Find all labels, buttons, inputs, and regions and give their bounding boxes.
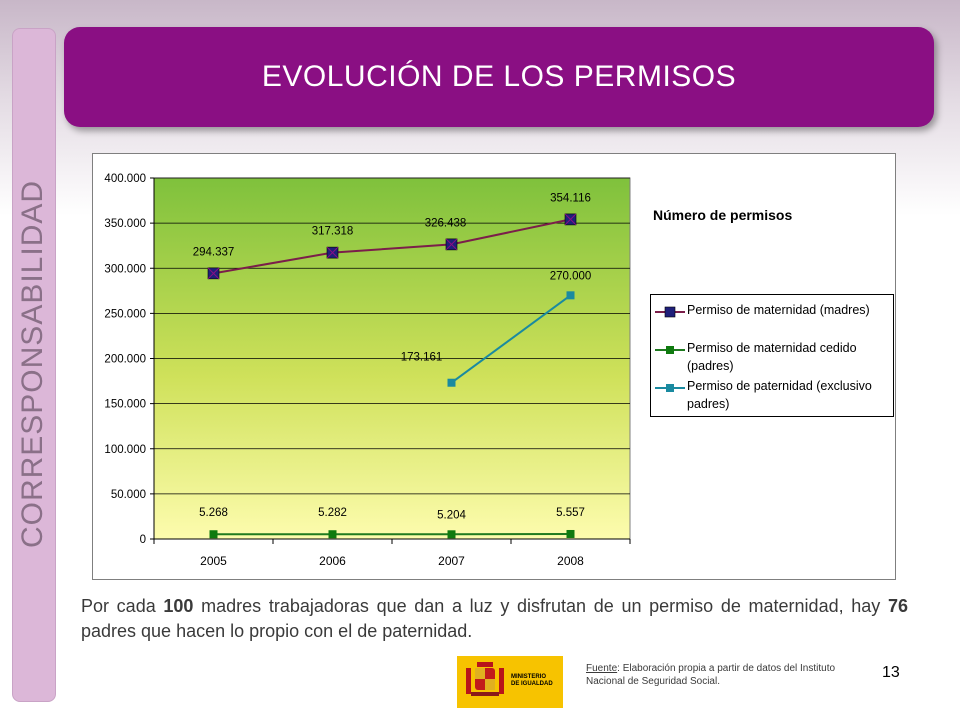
legend-item-paternidad: Permiso de paternidad (exclusivo padres) [651,377,893,417]
slide-title: EVOLUCIÓN DE LOS PERMISOS [261,60,737,93]
y-tick-label: 400.000 [104,173,146,185]
y-tick-label: 150.000 [104,399,146,411]
marker-cross [326,246,339,259]
data-label: 5.204 [437,509,466,521]
data-point [209,530,218,539]
data-point [328,530,337,539]
legend-label-paternidad: Permiso de paternidad (exclusivo padres) [687,379,872,411]
data-point [447,378,456,387]
caption-text: Por cada 100 madres trabajadoras que dan… [81,594,908,644]
data-label: 5.282 [318,507,347,519]
y-tick-label: 300.000 [104,263,146,275]
data-label: 326.438 [425,217,467,229]
chart-legend: Permiso de maternidad (madres) Permiso d… [650,294,894,417]
x-tick-label: 2005 [200,554,227,568]
x-tick-label: 2006 [319,554,346,568]
series-line-0 [213,218,571,275]
side-bar [12,28,56,702]
legend-item-cedido: Permiso de maternidad cedido (padres) [651,339,893,379]
data-label: 317.318 [312,226,354,238]
caption-part2: madres trabajadoras que dan a luz y disf… [193,596,888,616]
data-label: 294.337 [193,246,235,258]
data-point [447,530,456,539]
y-tick-label: 250.000 [104,308,146,320]
y-tick-label: 0 [140,534,146,546]
legend-swatch-cedido [655,346,685,354]
marker-cross [207,267,220,280]
y-tick-label: 50.000 [111,489,146,501]
caption-part1: Por cada [81,596,164,616]
logo-text: MINISTERIO DE IGUALDAD [511,674,553,688]
x-tick-label: 2007 [438,554,465,568]
data-label: 270.000 [550,270,592,282]
title-banner: EVOLUCIÓN DE LOS PERMISOS [64,27,934,127]
caption-number-fathers: 76 [887,596,908,616]
coat-of-arms-icon [466,662,504,696]
series-line-2 [450,294,572,384]
source-label: Fuente [586,663,618,674]
source-note: Fuente: Elaboración propia a partir de d… [586,662,866,688]
data-label: 173.161 [401,352,443,364]
data-label: 354.116 [550,192,591,204]
caption-part3: padres que hacen lo propio con el de pat… [81,621,473,641]
data-point [566,291,575,300]
x-tick-label: 2008 [557,554,584,568]
logo-line1: MINISTERIO [511,674,547,680]
legend-swatch-paternidad [655,384,685,392]
y-tick-label: 100.000 [104,444,146,456]
legend-swatch-maternidad [655,306,685,318]
chart-title: Número de permisos [653,207,793,223]
marker-cross [445,238,458,251]
caption-number-mothers: 100 [163,596,194,616]
y-tick-label: 200.000 [104,354,146,366]
ministry-logo: MINISTERIO DE IGUALDAD [457,656,563,708]
legend-label-maternidad: Permiso de maternidad (madres) [687,303,870,317]
data-label: 5.268 [199,507,228,519]
marker-cross [564,213,577,226]
legend-label-cedido: Permiso de maternidad cedido (padres) [687,341,857,373]
y-tick-label: 350.000 [104,218,146,230]
legend-item-maternidad: Permiso de maternidad (madres) [651,301,893,341]
data-point [566,529,575,538]
data-label: 5.557 [556,507,585,519]
source-text: : Elaboración propia a partir de datos d… [586,663,836,687]
page-number: 13 [882,664,900,681]
logo-line2: DE IGUALDAD [511,681,553,687]
